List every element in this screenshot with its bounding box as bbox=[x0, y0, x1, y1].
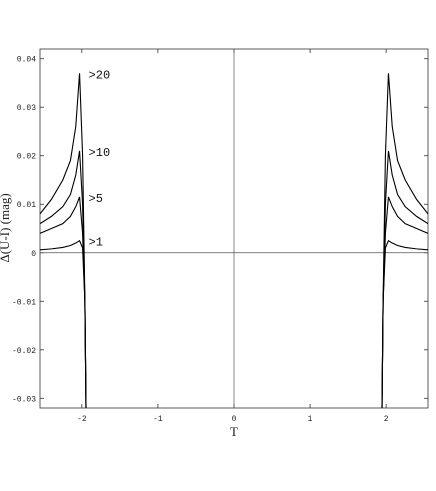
x-axis-label: T bbox=[230, 424, 238, 439]
line-label: >10 bbox=[89, 146, 111, 160]
series-line bbox=[40, 239, 428, 408]
x-tick-label: 0 bbox=[232, 415, 237, 424]
line-label: >20 bbox=[89, 68, 111, 82]
y-tick-label: -0.01 bbox=[12, 298, 36, 307]
y-tick-label: 0.01 bbox=[17, 201, 36, 210]
x-tick-label: 1 bbox=[308, 415, 313, 424]
x-tick-label: 2 bbox=[384, 415, 389, 424]
y-tick-label: -0.03 bbox=[12, 395, 36, 404]
line-label: >5 bbox=[89, 192, 103, 206]
line-label: >1 bbox=[89, 236, 103, 250]
y-tick-label: 0.02 bbox=[17, 153, 36, 162]
y-tick-label: -0.02 bbox=[12, 347, 36, 356]
y-tick-label: 0 bbox=[31, 250, 36, 259]
x-tick-label: -2 bbox=[77, 415, 87, 424]
y-tick-label: 0.04 bbox=[17, 56, 36, 65]
x-tick-label: -1 bbox=[153, 415, 163, 424]
y-tick-label: 0.03 bbox=[17, 104, 36, 113]
y-axis-label: Δ(U-I) (mag) bbox=[0, 193, 12, 262]
